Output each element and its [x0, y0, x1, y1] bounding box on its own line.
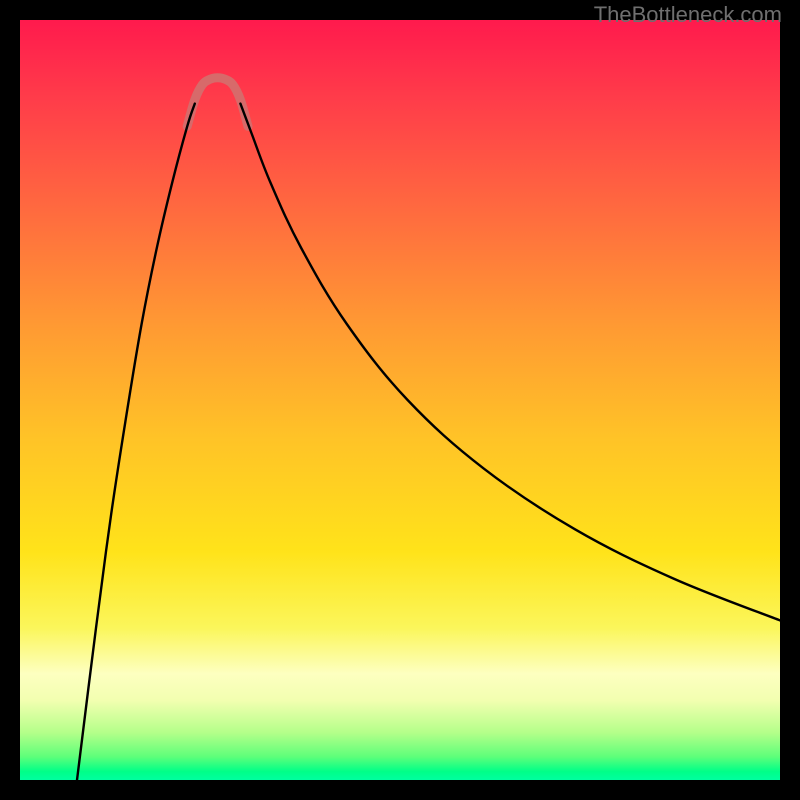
plot-area [20, 20, 780, 780]
valley-dot [198, 80, 206, 88]
valley-dot [213, 74, 221, 82]
valley-dot [206, 75, 214, 83]
chart-root: { "chart": { "type": "line", "outer_size… [0, 0, 800, 800]
bottleneck-curve-left [77, 104, 195, 780]
valley-dot [221, 75, 229, 83]
valley-dot [229, 80, 237, 88]
bottleneck-curve-right [240, 104, 780, 621]
watermark-text: TheBottleneck.com [594, 2, 782, 28]
curves-layer [20, 20, 780, 780]
